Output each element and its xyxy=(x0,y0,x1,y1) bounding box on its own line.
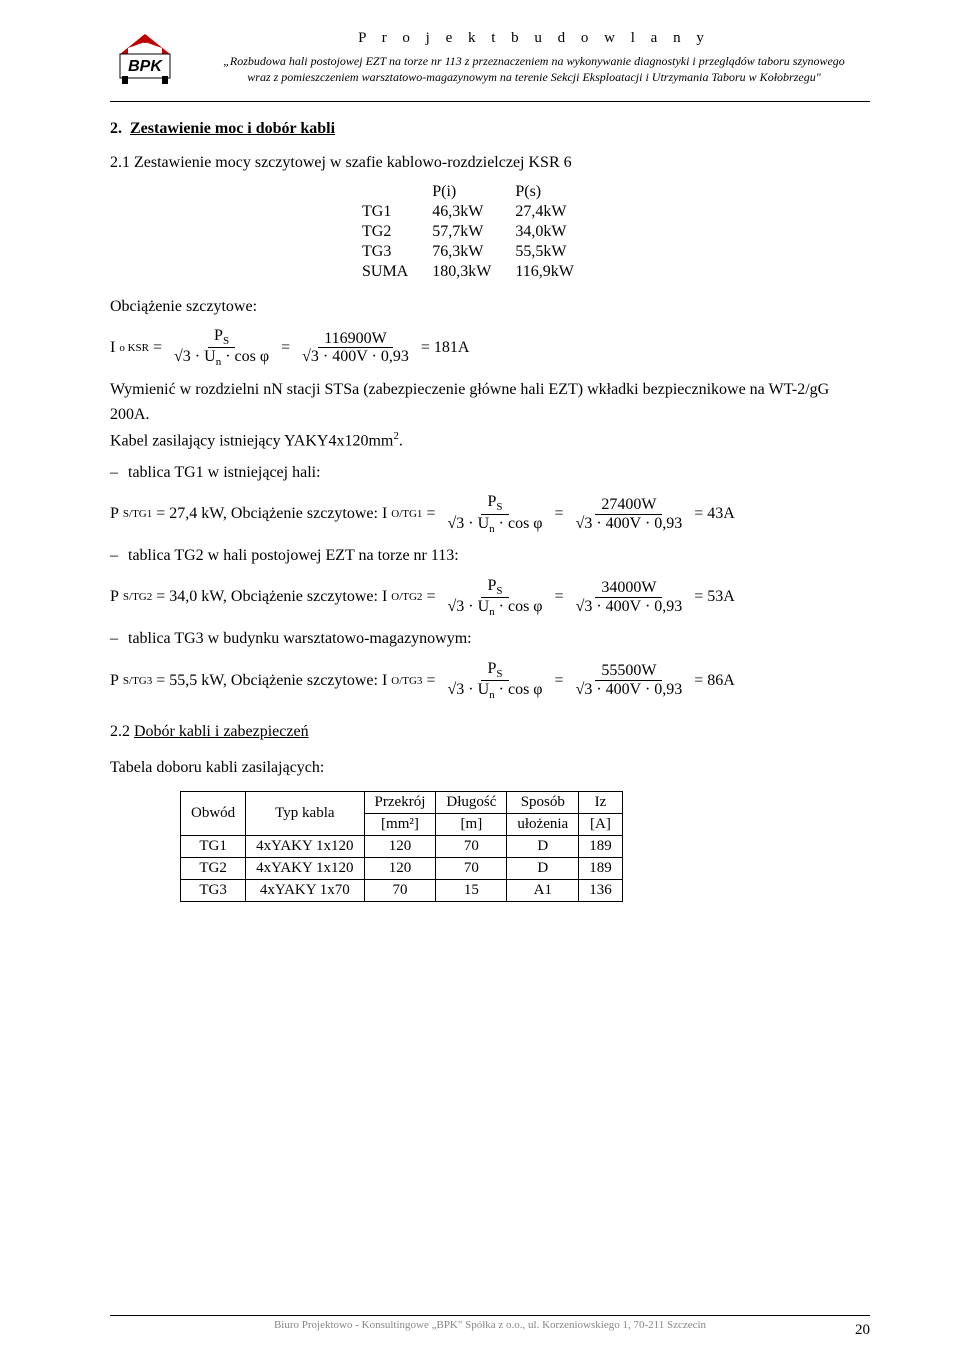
section-2-1-line: 2.1 Zestawienie mocy szczytowej w szafie… xyxy=(110,150,870,176)
tg3-formula: PS/TG3 = 55,5 kW, Obciążenie szczytowe: … xyxy=(110,660,870,702)
table-row: TG2 4xYAKY 1x120 120 70 D 189 xyxy=(181,857,623,879)
cable-table-intro: Tabela doboru kabli zasilających: xyxy=(110,755,870,781)
fuse-paragraph: Wymienić w rozdzielni nN stacji STSa (za… xyxy=(110,377,870,428)
svg-text:BPK: BPK xyxy=(128,58,163,75)
tg1-bullet: – tablica TG1 w istniejącej hali: xyxy=(110,460,870,486)
ksr-formula: Io KSR = PS √3 · Un · cos φ = 116900W √3… xyxy=(110,327,870,369)
table-row: TG1 4xYAKY 1x120 120 70 D 189 xyxy=(181,835,623,857)
page-header: BPK P r o j e k t b u d o w l a n y „Roz… xyxy=(110,30,870,95)
tg1-formula: PS/TG1 = 27,4 kW, Obciążenie szczytowe: … xyxy=(110,493,870,535)
footer-text: Biuro Projektowo - Konsultingowe „BPK" S… xyxy=(110,1319,870,1331)
section-2-2-heading: 2.2 Dobór kabli i zabezpieczeń xyxy=(110,719,870,745)
doc-subtitle: „Rozbudowa hali postojowej EZT na torze … xyxy=(214,53,854,85)
power-summary-table: P(i) P(s) TG146,3kW27,4kW TG257,7kW34,0k… xyxy=(350,182,586,282)
bpk-logo: BPK xyxy=(110,30,180,95)
section-2-heading: 2.Zestawienie moc i dobór kabli xyxy=(110,120,870,138)
tg3-bullet: – tablica TG3 w budynku warsztatowo-maga… xyxy=(110,626,870,652)
page-footer: Biuro Projektowo - Konsultingowe „BPK" S… xyxy=(110,1315,870,1331)
table-row: TG3 4xYAKY 1x70 70 15 A1 136 xyxy=(181,879,623,901)
cable-selection-table: Obwód Typ kabla Przekrój Długość Sposób … xyxy=(180,791,623,902)
doc-title: P r o j e k t b u d o w l a n y xyxy=(198,30,870,47)
load-label: Obciążenie szczytowe: xyxy=(110,294,870,320)
tg2-bullet: – tablica TG2 w hali postojowej EZT na t… xyxy=(110,543,870,569)
divider xyxy=(110,1315,870,1316)
cable-paragraph: Kabel zasilający istniejący YAKY4x120mm2… xyxy=(110,428,870,454)
divider xyxy=(110,101,870,102)
page-number: 20 xyxy=(855,1322,870,1339)
tg2-formula: PS/TG2 = 34,0 kW, Obciążenie szczytowe: … xyxy=(110,577,870,619)
